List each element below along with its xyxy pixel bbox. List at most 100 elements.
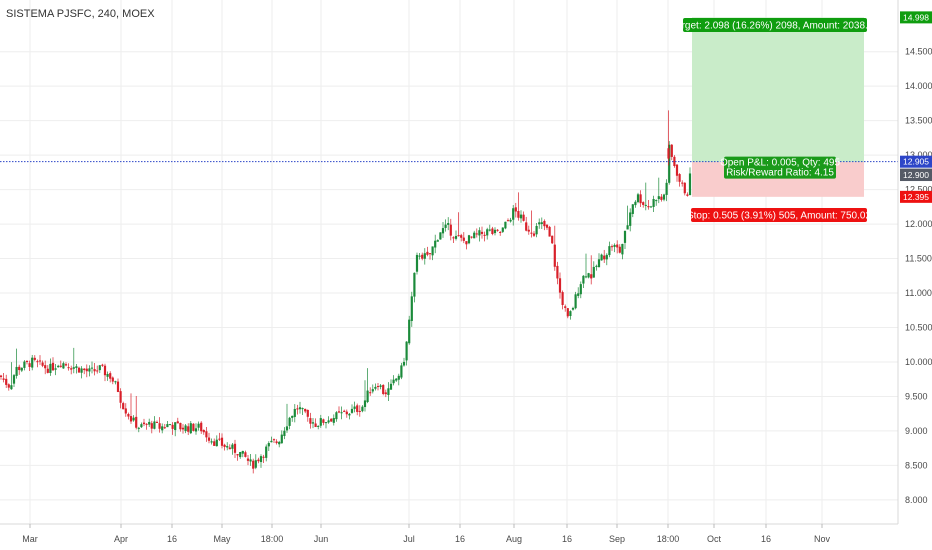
candle bbox=[629, 208, 632, 232]
candle bbox=[119, 388, 122, 409]
candle bbox=[77, 366, 81, 373]
candle bbox=[517, 192, 520, 221]
candle bbox=[114, 380, 117, 385]
candle bbox=[31, 354, 34, 371]
svg-text:12.900: 12.900 bbox=[903, 170, 929, 180]
candle bbox=[187, 423, 190, 436]
candle bbox=[590, 255, 593, 285]
y-tick-label: 14.500 bbox=[905, 47, 932, 57]
y-tick-label: 13.500 bbox=[905, 116, 932, 126]
last-close-badge: 12.900 bbox=[900, 169, 932, 182]
candle bbox=[129, 393, 133, 424]
candle bbox=[72, 347, 75, 374]
candle bbox=[449, 218, 452, 241]
candle bbox=[166, 421, 169, 428]
candle bbox=[10, 362, 13, 390]
candle bbox=[467, 234, 471, 245]
candle bbox=[44, 360, 47, 375]
candle bbox=[254, 454, 257, 470]
candle bbox=[278, 440, 281, 448]
price-axis[interactable]: 8.000 8.500 9.000 9.500 10.000 10.500 11.000 11… bbox=[905, 47, 932, 505]
candle bbox=[371, 384, 374, 394]
candle bbox=[314, 418, 317, 428]
candle bbox=[356, 403, 359, 416]
candle bbox=[667, 110, 670, 166]
candle bbox=[350, 404, 354, 414]
candle bbox=[275, 439, 278, 445]
y-tick-label: 11.500 bbox=[905, 254, 932, 264]
candle bbox=[525, 216, 528, 232]
candle bbox=[301, 407, 304, 416]
candle bbox=[444, 219, 447, 232]
candle bbox=[101, 363, 104, 367]
candle bbox=[231, 443, 234, 455]
candle bbox=[652, 195, 655, 212]
candle bbox=[158, 417, 161, 433]
candle bbox=[168, 424, 172, 426]
candle bbox=[330, 418, 333, 422]
candle bbox=[62, 361, 65, 369]
candle bbox=[413, 272, 416, 303]
candle bbox=[142, 418, 146, 427]
candle bbox=[257, 457, 260, 464]
x-tick-label: 18:00 bbox=[261, 534, 284, 544]
candle bbox=[103, 363, 107, 382]
candle bbox=[93, 363, 96, 376]
target-price-badge: 14.998 bbox=[900, 11, 932, 24]
x-tick-label: Sep bbox=[609, 534, 625, 544]
stop-label[interactable]: Stop: 0.505 (3.91%) 505, Amount: 750.02 bbox=[687, 208, 871, 222]
candle bbox=[397, 373, 400, 386]
candle bbox=[657, 177, 660, 204]
candle bbox=[296, 404, 299, 415]
candle bbox=[402, 357, 406, 367]
candle bbox=[608, 241, 611, 258]
candle bbox=[595, 264, 598, 271]
time-axis[interactable]: Mar Apr 16 May 18:00 Jun Jul 16 Aug 16 Sep 18:00 Oct… bbox=[22, 524, 830, 544]
candle bbox=[512, 205, 515, 226]
candle bbox=[670, 144, 673, 161]
target-label[interactable]: Target: 2.098 (16.26%) 2098, Amount: 203… bbox=[671, 18, 879, 32]
candle bbox=[631, 203, 634, 218]
svg-text:14.998: 14.998 bbox=[903, 12, 929, 22]
candle bbox=[38, 355, 42, 365]
candle bbox=[618, 244, 621, 254]
candle bbox=[272, 438, 276, 443]
candle bbox=[499, 230, 502, 236]
candle bbox=[57, 364, 60, 368]
target-zone bbox=[692, 17, 864, 163]
y-tick-label: 9.000 bbox=[905, 426, 928, 436]
candle bbox=[239, 451, 242, 459]
candle bbox=[179, 422, 182, 432]
candle bbox=[228, 444, 231, 450]
candle bbox=[642, 201, 645, 208]
candle bbox=[553, 225, 556, 271]
candle bbox=[226, 442, 229, 451]
candle bbox=[600, 253, 603, 261]
candle bbox=[551, 235, 554, 244]
candle bbox=[597, 253, 601, 268]
candle bbox=[324, 422, 328, 429]
candle bbox=[327, 416, 330, 424]
candle bbox=[610, 244, 614, 251]
candle bbox=[636, 192, 640, 204]
candle bbox=[340, 406, 343, 420]
candle bbox=[148, 418, 151, 427]
candle bbox=[389, 379, 393, 390]
candle bbox=[298, 401, 302, 414]
x-tick-label: Oct bbox=[707, 534, 722, 544]
candle bbox=[0, 374, 3, 380]
candlestick-series bbox=[0, 110, 692, 474]
candle bbox=[532, 231, 536, 237]
rr-text: Risk/Reward Ratio: 4.15 bbox=[726, 168, 834, 179]
candle bbox=[452, 236, 455, 244]
candle bbox=[46, 365, 49, 374]
candle bbox=[98, 364, 101, 374]
candle bbox=[483, 231, 486, 242]
candle bbox=[353, 401, 356, 413]
candle bbox=[41, 360, 44, 368]
candle bbox=[579, 281, 582, 299]
candle bbox=[197, 421, 200, 431]
